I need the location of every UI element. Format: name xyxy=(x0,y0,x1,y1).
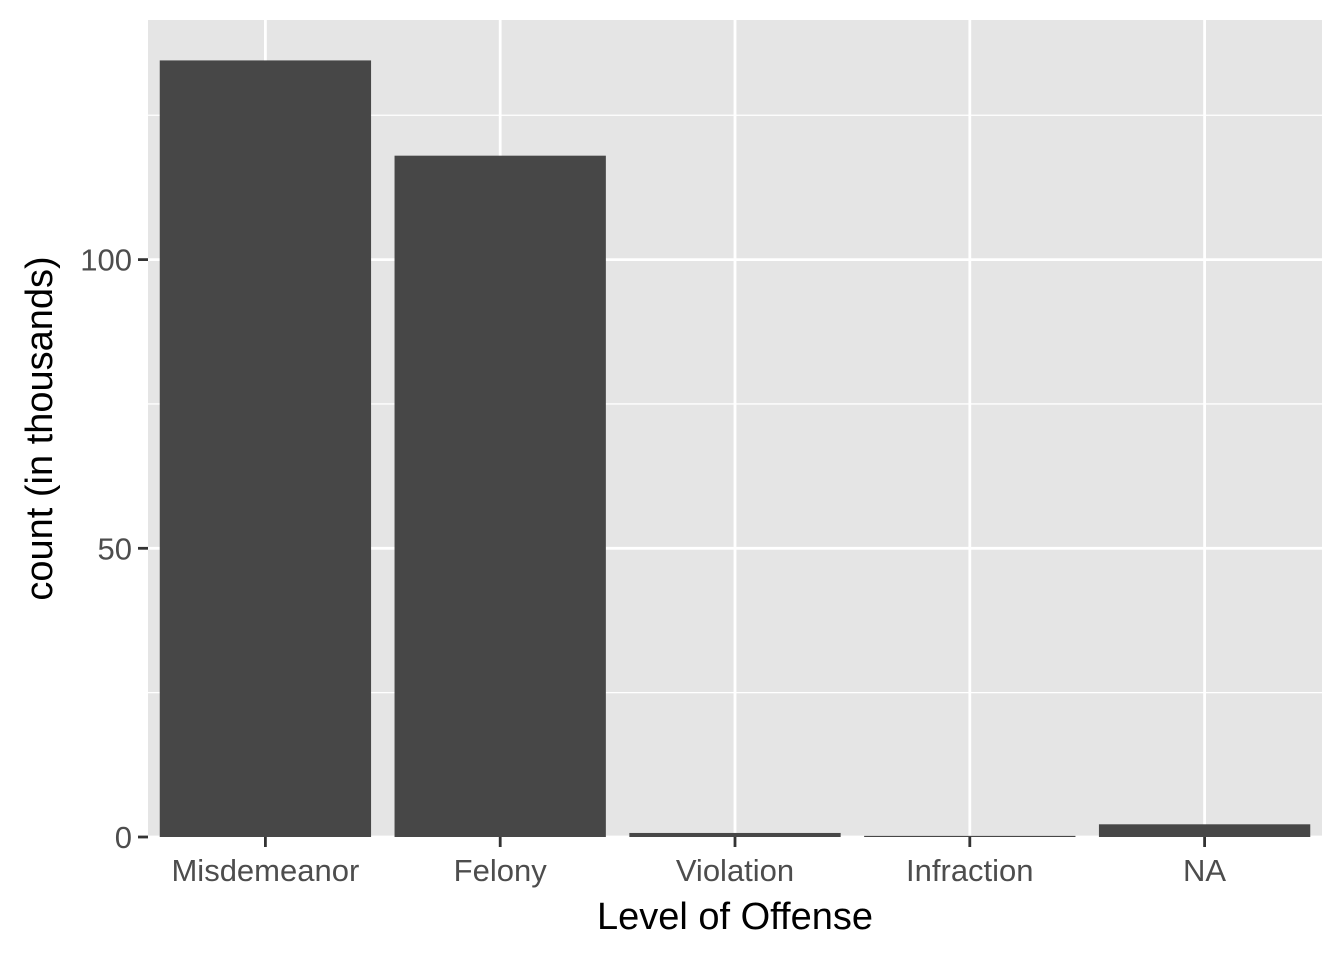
bar-violation xyxy=(629,832,841,837)
y-tick-label: 0 xyxy=(115,820,132,855)
bar-misdemeanor xyxy=(159,60,372,837)
y-axis-ticks: 0 50 100 xyxy=(80,243,148,855)
y-tick-label: 100 xyxy=(80,243,132,278)
y-tick-label: 50 xyxy=(98,531,132,566)
x-tick-label: Misdemeanor xyxy=(171,853,359,888)
x-axis-ticks: Misdemeanor Felony Violation Infraction NA xyxy=(171,837,1226,888)
bars xyxy=(159,60,1311,837)
x-axis-title: Level of Offense xyxy=(597,896,873,938)
y-axis-title: count (in thousands) xyxy=(19,256,61,600)
bar-infraction xyxy=(864,835,1076,837)
x-tick-label: Felony xyxy=(454,853,548,888)
bar-na xyxy=(1098,824,1311,837)
x-tick-label: Violation xyxy=(676,853,794,888)
x-tick-label: Infraction xyxy=(906,853,1034,888)
x-tick-label: NA xyxy=(1183,853,1226,888)
bar-felony xyxy=(394,155,606,837)
